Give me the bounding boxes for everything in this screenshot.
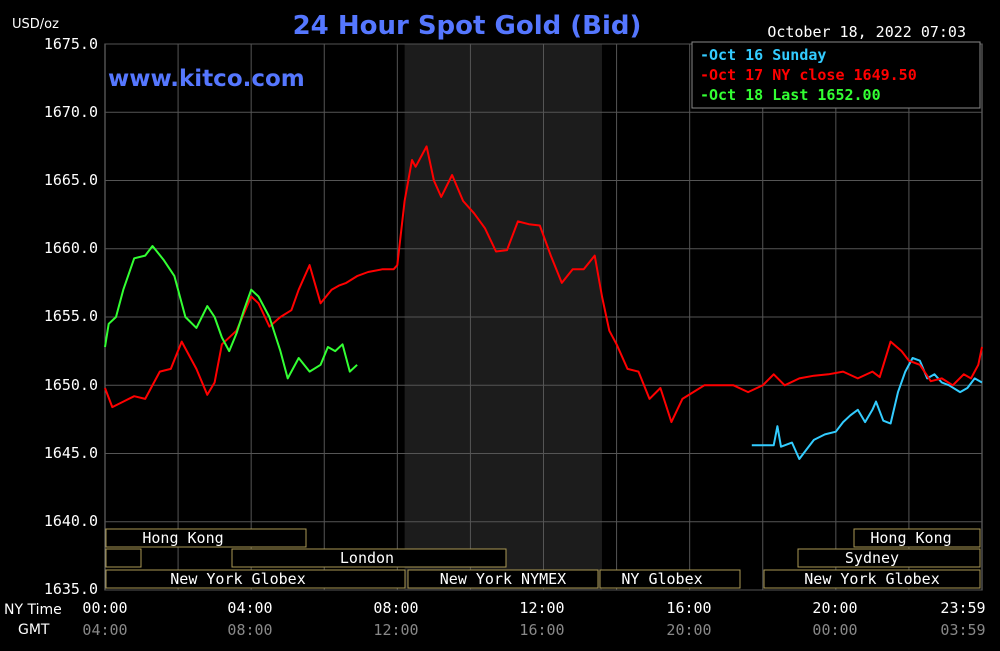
session-label: Sydney: [845, 549, 899, 567]
session-label: Hong Kong: [142, 529, 223, 547]
session-bars: Hong Kong London New York Globex New Yor…: [105, 528, 981, 589]
session-label: New York Globex: [170, 570, 305, 588]
series-line-1: [104, 145, 983, 424]
ny-tick-label: 23:59: [940, 599, 985, 617]
y-tick-label: 1670.0: [44, 103, 98, 121]
y-tick-label: 1675.0: [44, 35, 98, 53]
session-box-ny-globex: [105, 569, 406, 589]
y-tick-label: 1660.0: [44, 239, 98, 257]
session-label: Hong Kong: [870, 529, 951, 547]
x-ticks: 00:00 04:00 08:00 12:00 16:00 20:00 23:5…: [82, 599, 985, 639]
y-tick-label: 1650.0: [44, 376, 98, 394]
y-tick-label: 1665.0: [44, 171, 98, 189]
ny-tick-label: 16:00: [666, 599, 711, 617]
ny-time-label: NY Time: [4, 602, 62, 618]
grid: [105, 43, 982, 591]
gmt-tick-label: 08:00: [227, 621, 272, 639]
session-box-ny-nymex: [407, 569, 599, 589]
ny-tick-label: 20:00: [812, 599, 857, 617]
chart-title: 24 Hour Spot Gold (Bid): [293, 11, 642, 41]
series-line-2: [104, 245, 358, 380]
session-box-ny-globex-2: [599, 569, 741, 589]
session-box-small: [105, 548, 142, 568]
series-lines: [104, 145, 983, 460]
session-box-hong-kong-2: [853, 528, 981, 548]
y-tick-label: 1645.0: [44, 444, 98, 462]
y-tick-label: 1640.0: [44, 512, 98, 530]
legend-box: [691, 41, 981, 109]
ny-tick-label: 12:00: [519, 599, 564, 617]
y-tick-label: 1655.0: [44, 307, 98, 325]
watermark: www.kitco.com: [108, 66, 305, 92]
session-label: New York Globex: [804, 570, 939, 588]
legend-oct18: -Oct 18 Last 1652.00: [700, 86, 881, 104]
gmt-tick-label: 00:00: [812, 621, 857, 639]
gmt-label: GMT: [18, 622, 50, 638]
ny-tick-label: 08:00: [373, 599, 418, 617]
ny-tick-label: 00:00: [82, 599, 127, 617]
y-tick-label: 1635.0: [44, 580, 98, 598]
gmt-tick-label: 16:00: [519, 621, 564, 639]
gmt-tick-label: 20:00: [666, 621, 711, 639]
session-box-ny-globex-3: [763, 569, 981, 589]
session-label: London: [340, 549, 394, 567]
timestamp: October 18, 2022 07:03: [767, 23, 966, 41]
ny-tick-label: 04:00: [227, 599, 272, 617]
session-label: New York NYMEX: [440, 570, 566, 588]
legend-oct17: -Oct 17 NY close 1649.50: [700, 66, 917, 84]
session-box-london: [231, 548, 507, 568]
gmt-tick-label: 12:00: [373, 621, 418, 639]
gmt-tick-label: 04:00: [82, 621, 127, 639]
session-box-hong-kong: [105, 528, 307, 548]
session-box-sydney: [797, 548, 981, 568]
unit-label: USD/oz: [12, 17, 59, 32]
legend-oct16: -Oct 16 Sunday: [700, 46, 826, 64]
session-label: NY Globex: [621, 570, 702, 588]
series-line-0: [751, 357, 983, 460]
gmt-tick-label: 03:59: [940, 621, 985, 639]
